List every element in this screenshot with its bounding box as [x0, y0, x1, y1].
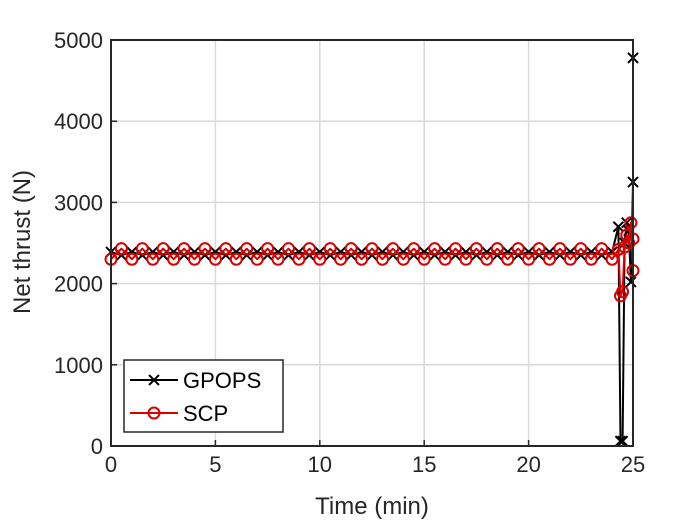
data-point-gpops — [625, 276, 637, 288]
data-point-scp — [125, 252, 139, 266]
data-point-scp — [469, 242, 483, 256]
legend-entry-gpops: GPOPS — [130, 368, 261, 393]
data-point-scp — [584, 252, 598, 266]
y-tick-label: 5000 — [54, 28, 103, 53]
data-point-scp — [135, 242, 149, 256]
data-point-scp — [459, 252, 473, 266]
legend-entry-scp: SCP — [130, 401, 228, 426]
series-layer — [104, 52, 640, 447]
data-point-scp — [292, 252, 306, 266]
data-point-scp — [208, 252, 222, 266]
data-point-scp — [622, 236, 636, 250]
data-point-scp — [563, 252, 577, 266]
data-point-scp — [156, 242, 170, 256]
y-tick-label: 0 — [91, 434, 103, 459]
data-point-scp — [271, 252, 285, 266]
data-point-scp — [605, 252, 619, 266]
data-point-scp — [167, 252, 181, 266]
data-point-scp — [281, 242, 295, 256]
data-point-scp — [386, 242, 400, 256]
data-point-scp — [396, 252, 410, 266]
data-point-scp — [240, 242, 254, 256]
data-point-scp — [480, 252, 494, 266]
data-point-scp — [611, 242, 625, 256]
data-point-scp — [428, 242, 442, 256]
data-point-scp — [618, 240, 632, 254]
data-point-scp — [407, 242, 421, 256]
data-point-scp — [219, 242, 233, 256]
data-point-scp — [490, 242, 504, 256]
data-point-scp — [229, 252, 243, 266]
y-tick-label: 4000 — [54, 109, 103, 134]
y-tick-label: 1000 — [54, 353, 103, 378]
data-point-scp — [355, 252, 369, 266]
data-point-scp — [177, 242, 191, 256]
data-point-scp — [595, 242, 609, 256]
x-tick-label: 15 — [412, 452, 436, 477]
data-point-scp — [553, 242, 567, 256]
legend-box — [123, 359, 284, 433]
series-scp — [104, 216, 640, 303]
data-point-scp — [261, 242, 275, 256]
x-tick-label: 0 — [105, 452, 117, 477]
x-axis-label: Time (min) — [315, 493, 429, 520]
x-tick-label: 5 — [209, 452, 221, 477]
legend-label-scp: SCP — [183, 401, 228, 426]
data-point-scp — [302, 242, 316, 256]
x-tick-label: 10 — [308, 452, 332, 477]
legend-marker-gpops-icon — [148, 374, 160, 386]
legend: GPOPS SCP — [123, 359, 284, 433]
series-line-scp — [110, 221, 634, 297]
y-tick-label: 2000 — [54, 272, 103, 297]
data-point-scp — [511, 242, 525, 256]
axis-ticks: 0 5 10 15 20 25 0 1000 2000 3000 4000 5000 — [54, 28, 645, 477]
y-axis-label: Net thrust (N) — [9, 170, 36, 314]
data-point-scp — [375, 252, 389, 266]
data-point-scp — [449, 242, 463, 256]
data-point-scp — [574, 242, 588, 256]
data-point-scp — [532, 242, 546, 256]
data-point-gpops — [612, 221, 625, 233]
data-point-scp — [313, 252, 327, 266]
data-point-gpops — [616, 435, 629, 447]
data-point-scp — [542, 252, 556, 266]
y-tick-label: 3000 — [54, 190, 103, 215]
data-point-scp — [417, 252, 431, 266]
data-point-scp — [522, 252, 536, 266]
data-point-scp — [624, 216, 638, 230]
legend-marker-scp-icon — [147, 406, 161, 420]
x-tick-label: 25 — [621, 452, 645, 477]
data-point-scp — [501, 252, 515, 266]
data-point-scp — [188, 252, 202, 266]
data-point-scp — [250, 252, 264, 266]
data-point-scp — [146, 252, 160, 266]
data-point-scp — [198, 242, 212, 256]
legend-label-gpops: GPOPS — [183, 368, 261, 393]
data-point-gpops — [614, 435, 627, 447]
plot-area-frame — [110, 39, 634, 447]
data-point-scp — [344, 242, 358, 256]
data-point-scp — [323, 242, 337, 256]
data-point-scp — [334, 252, 348, 266]
data-point-scp — [438, 252, 452, 266]
data-point-scp — [365, 242, 379, 256]
data-point-scp — [616, 285, 630, 299]
x-tick-label: 20 — [516, 452, 540, 477]
data-point-scp — [114, 242, 128, 256]
